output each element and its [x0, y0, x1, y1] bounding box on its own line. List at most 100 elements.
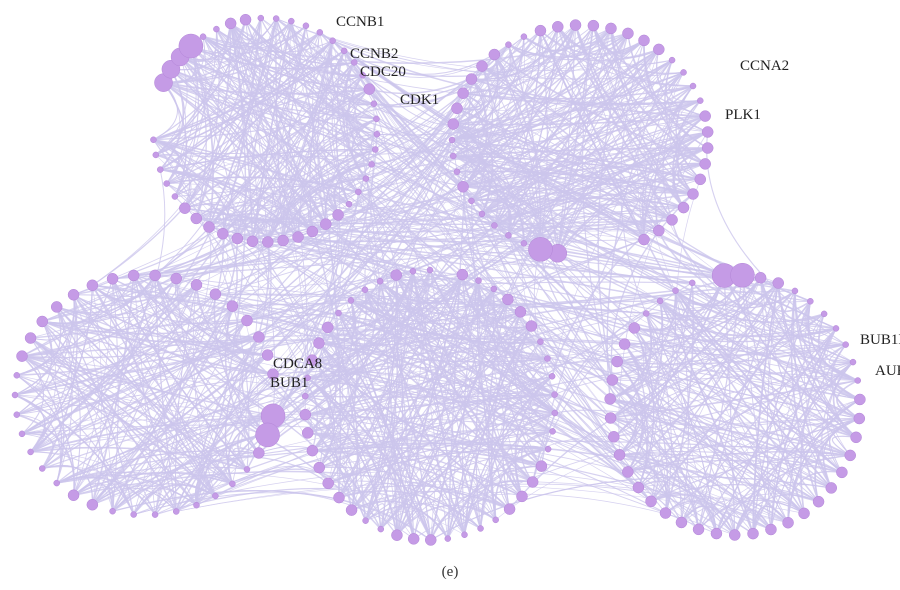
network-edge: [196, 195, 350, 219]
network-edge: [175, 452, 259, 512]
network-edge: [41, 169, 166, 469]
network-edge: [30, 328, 837, 453]
network-node: [526, 476, 539, 488]
network-node: [333, 491, 345, 504]
network-node: [849, 358, 857, 366]
network-node: [465, 73, 478, 85]
network-node: [548, 373, 556, 380]
network-node: [525, 320, 538, 332]
network-edge: [56, 325, 532, 484]
network-node: [372, 146, 379, 153]
network-node: [611, 355, 623, 368]
network-edge: [30, 417, 553, 453]
network-edge: [803, 301, 832, 489]
network-edge: [371, 39, 645, 166]
network-node: [449, 152, 457, 160]
network-edge: [305, 344, 846, 416]
network-node: [373, 115, 380, 123]
network-node: [362, 517, 369, 524]
network-node: [50, 301, 63, 313]
network-edge: [365, 178, 415, 539]
network-node: [606, 374, 619, 386]
network-edge: [273, 415, 367, 521]
network-edge: [230, 22, 472, 202]
network-edge: [680, 100, 706, 117]
network-node: [226, 300, 239, 312]
network-node: [569, 19, 582, 31]
network-node: [747, 527, 759, 540]
network-edge: [627, 361, 854, 473]
network-edge: [272, 370, 555, 414]
network-edge: [272, 115, 706, 417]
network-node: [699, 110, 711, 122]
network-node: [267, 368, 279, 380]
network-edge: [21, 361, 618, 435]
network-node: [27, 448, 34, 456]
network-edge: [507, 235, 620, 456]
network-edge: [153, 139, 260, 453]
network-node: [457, 87, 469, 99]
network-node: [172, 508, 180, 515]
network-node: [363, 83, 376, 95]
network-edge: [154, 25, 307, 276]
network-node: [304, 374, 311, 382]
network-edge: [471, 78, 708, 133]
network-node: [351, 59, 358, 66]
network-node: [549, 428, 556, 435]
network-node: [765, 523, 777, 536]
network-edge: [232, 302, 647, 315]
network-node: [377, 525, 385, 533]
network-node: [475, 277, 482, 284]
network-node: [605, 22, 617, 35]
network-node: [854, 377, 862, 384]
network-edge: [252, 240, 639, 489]
network-edge: [777, 283, 851, 456]
network-edge: [112, 40, 334, 512]
network-edge: [627, 459, 843, 473]
network-edge: [456, 108, 556, 395]
network-node: [199, 33, 207, 40]
network-node: [672, 287, 679, 294]
network-node: [306, 444, 319, 457]
network-edge: [533, 249, 556, 395]
network-edge: [91, 18, 277, 286]
network-edge: [133, 468, 639, 515]
network-edge: [493, 54, 743, 276]
network-edge: [237, 237, 846, 346]
network-edge: [112, 274, 397, 512]
network-edge: [133, 444, 549, 515]
network-node: [836, 466, 848, 479]
network-node: [376, 277, 384, 285]
network-edge: [196, 217, 673, 225]
network-edge: [91, 284, 217, 497]
network-node: [359, 71, 366, 79]
network-edge: [155, 154, 306, 415]
network-node: [243, 466, 251, 473]
network-edge: [56, 284, 197, 316]
gene-label: BUB1: [270, 375, 308, 391]
network-edge: [624, 343, 851, 456]
network-node: [694, 173, 707, 186]
network-node: [345, 504, 358, 516]
network-edge: [358, 30, 541, 193]
network-node: [490, 285, 498, 293]
network-edge: [547, 358, 699, 530]
network-node: [362, 175, 370, 182]
network-node: [544, 355, 551, 362]
network-edge: [30, 321, 57, 453]
network-node: [628, 322, 641, 334]
network-edge: [92, 18, 262, 286]
network-node: [668, 56, 676, 64]
network-node: [306, 225, 319, 238]
network-node: [728, 529, 741, 541]
network-node: [302, 392, 309, 400]
network-edge: [734, 509, 772, 536]
network-edge: [196, 217, 837, 330]
network-node: [447, 118, 459, 130]
network-edge: [155, 20, 292, 156]
network-edge: [675, 179, 717, 534]
network-edge: [112, 139, 453, 512]
network-edge: [246, 320, 310, 378]
network-edge: [216, 20, 292, 44]
network-node: [11, 391, 19, 399]
